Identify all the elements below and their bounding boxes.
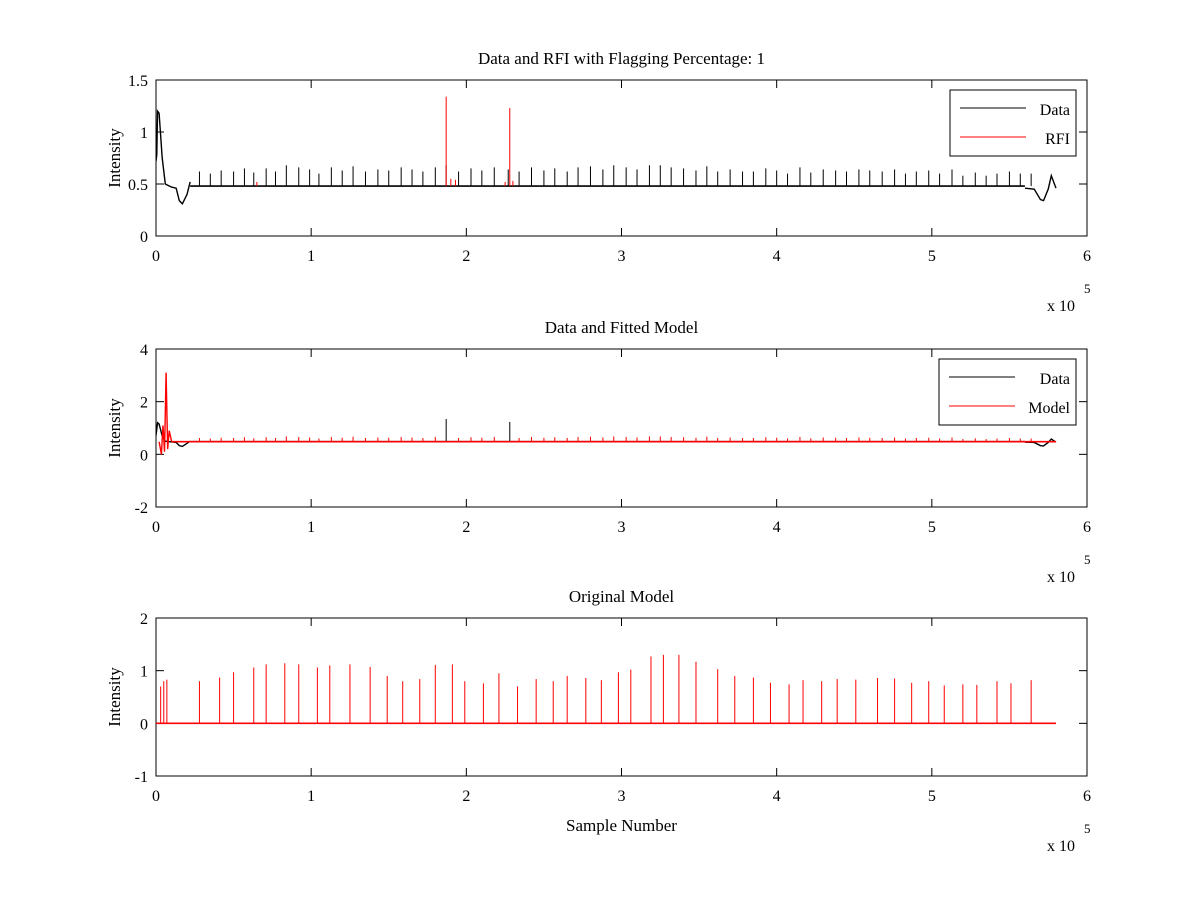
series-start-transient [156,109,191,205]
y-tick-label: 2 [140,611,148,628]
legend: Data Model [938,358,1077,426]
y-tick-label: 0 [140,229,148,246]
x-exponent-power: 5 [1084,821,1091,836]
chart-title: Data and RFI with Flagging Percentage: 1 [478,49,765,68]
series-0 [156,654,1056,725]
legend: Data RFI [949,89,1077,157]
legend-box [949,89,1077,157]
series-end-transient [1024,173,1057,202]
y-axis-label: Intensity [105,398,124,458]
series-1 [158,372,1056,455]
legend-box [938,358,1077,426]
series-start-transient [156,421,191,448]
x-tick-label: 6 [1083,519,1091,536]
x-tick-label: 0 [152,788,160,805]
y-tick-label: 0 [140,716,148,733]
y-tick-label: 1 [140,664,148,681]
subplot-data-and-rfi: 0 1 2 3 4 5 6 0 0.5 1 1.5 x 10 5 Data and RFI with Fl… [105,49,1091,315]
axes-box [155,617,1088,777]
x-exponent-power: 5 [1084,552,1091,567]
legend-label: Model [1028,400,1070,417]
x-exponent-label: x 10 [1047,298,1075,315]
chart-title: Data and Fitted Model [545,318,699,337]
x-tick-label: 5 [928,519,936,536]
plot-area [156,654,1056,725]
y-axis-label: Intensity [105,667,124,727]
x-tick-label: 2 [462,788,470,805]
x-tick-label: 1 [307,788,315,805]
y-tick-label: -2 [135,500,148,517]
x-tick-label: 1 [307,519,315,536]
plot-area [156,96,1057,205]
x-tick-label: 2 [462,248,470,265]
x-tick-label: 5 [928,788,936,805]
x-exponent-power: 5 [1084,281,1091,296]
x-tick-label: 5 [928,248,936,265]
x-tick-label: 1 [307,248,315,265]
chart-title: Original Model [569,587,675,606]
x-exponent-label: x 10 [1047,838,1075,855]
x-tick-label: 4 [773,519,781,536]
y-axis-label: Intensity [105,128,124,188]
legend-label: Data [1040,102,1070,119]
x-tick-label: 3 [618,788,626,805]
x-tick-label: 0 [152,519,160,536]
x-axis-label: Sample Number [566,816,677,835]
x-tick-label: 3 [618,519,626,536]
series-0 [156,109,1057,205]
legend-label: Data [1040,371,1070,388]
x-tick-label: 6 [1083,248,1091,265]
x-tick-label: 6 [1083,788,1091,805]
legend-label: RFI [1045,131,1070,148]
axes-box [155,348,1088,508]
x-exponent-label: x 10 [1047,569,1075,586]
y-tick-label: 4 [140,342,148,359]
y-tick-label: 2 [140,395,148,412]
y-tick-label: 1.5 [128,73,148,90]
x-tick-label: 0 [152,248,160,265]
series-start-transient [158,372,173,455]
x-tick-label: 4 [773,788,781,805]
y-tick-label: -1 [135,769,148,786]
y-tick-label: 1 [140,125,148,142]
plot-area [156,372,1057,455]
series-1 [256,96,514,187]
x-tick-label: 4 [773,248,781,265]
y-tick-label: 0.5 [128,177,148,194]
x-tick-label: 2 [462,519,470,536]
x-tick-label: 3 [618,248,626,265]
axes-box [155,79,1088,237]
y-tick-label: 0 [140,447,148,464]
